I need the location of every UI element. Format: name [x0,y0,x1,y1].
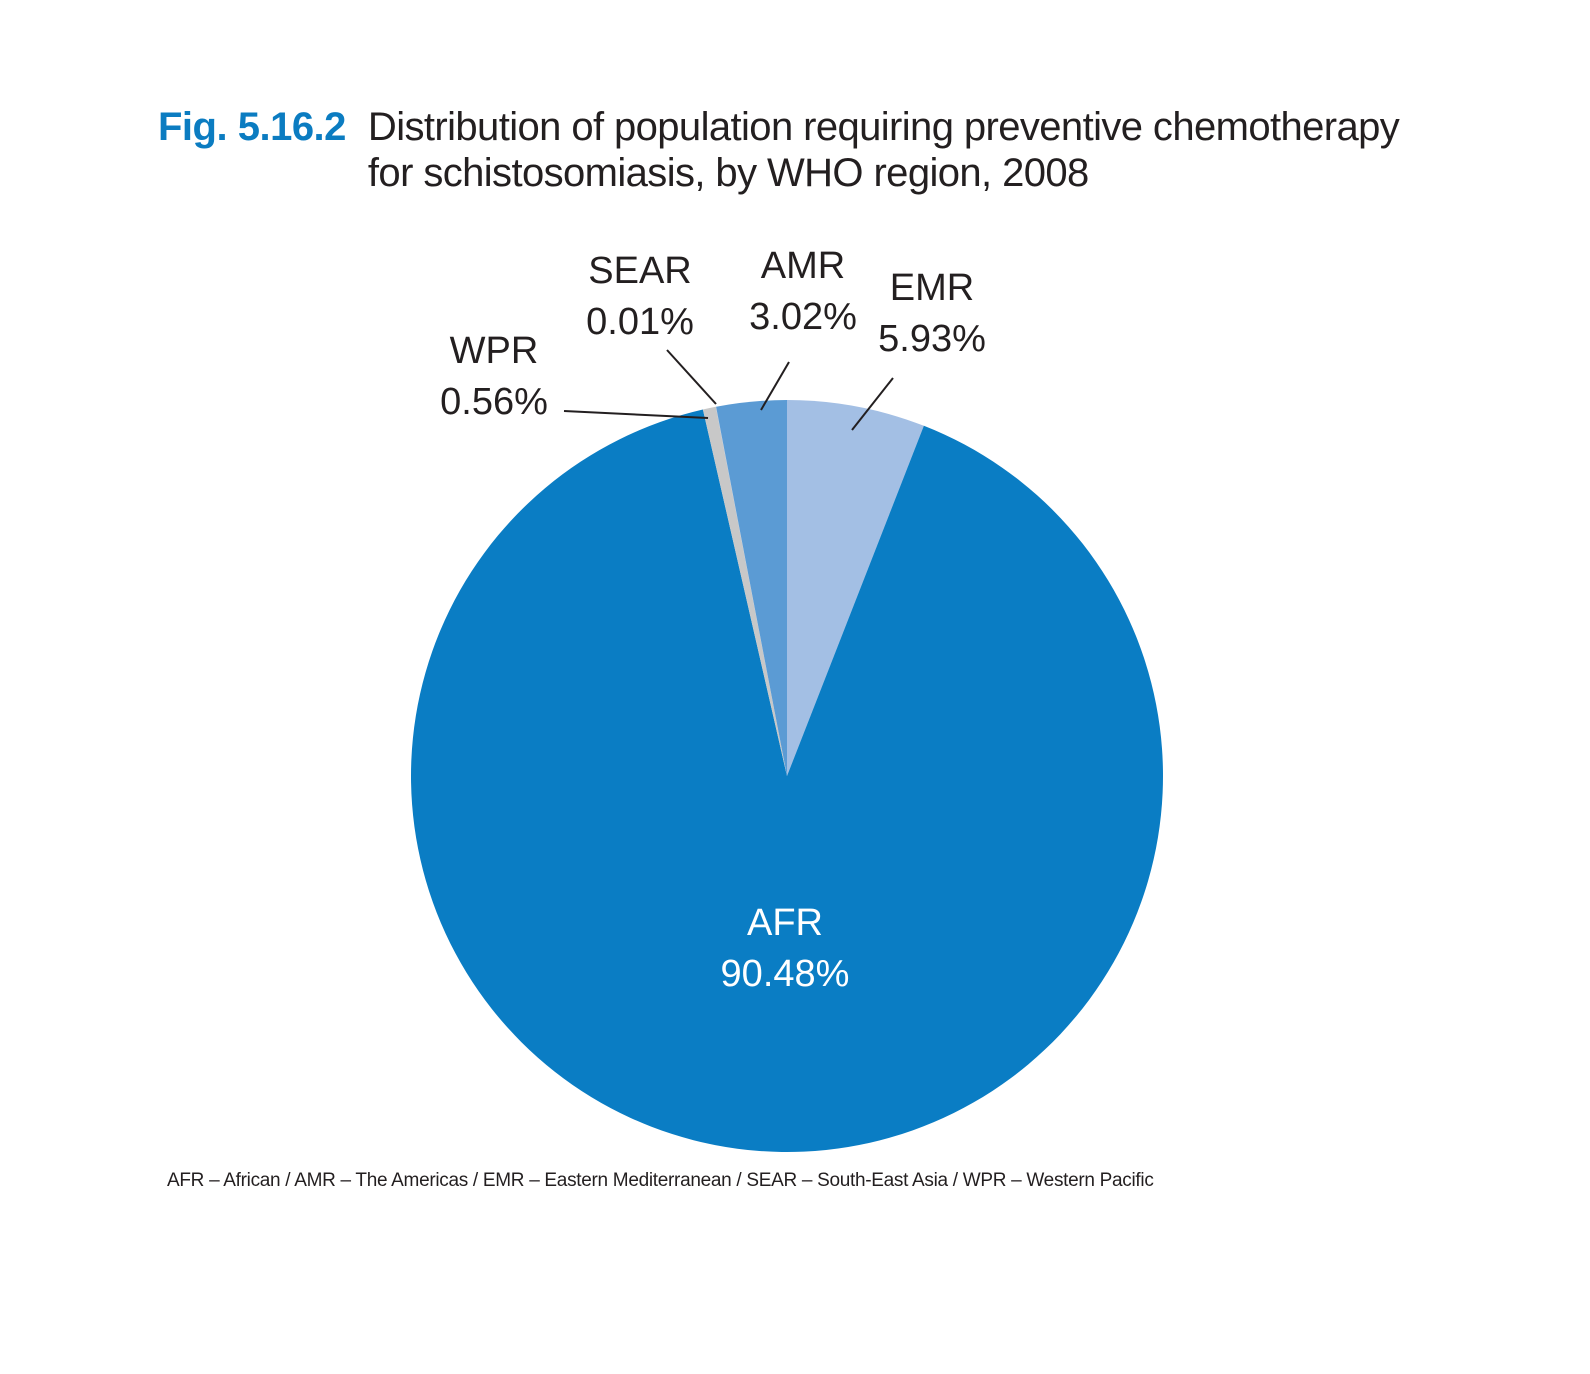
leader-line-sear [666,349,717,405]
slice-value-wpr: 0.56% [440,381,548,423]
slice-value-amr: 3.02% [749,296,857,338]
pie-slices [411,400,1163,1152]
leader-line-amr [760,361,790,411]
figure-title: Distribution of population requiring pre… [367,105,1400,195]
leader-line-emr [851,377,894,431]
slice-label-wpr: WPR [450,330,539,372]
leader-line-wpr [563,410,709,419]
pie-slice-wpr [702,406,787,776]
slice-value-sear: 0.01% [586,301,694,343]
leader-lines [563,349,894,431]
slice-value-emr: 5.93% [878,318,986,360]
figure-title-block: Fig. 5.16.2 Distribution of population r… [158,104,1428,196]
slice-label-sear: SEAR [588,250,691,292]
slice-label-amr: AMR [761,245,845,287]
figure-label: Fig. 5.16.2 [158,105,346,149]
slice-labels: EMR 5.93% AFR 90.48% WPR 0.56% SEAR 0.01% AMR 3.0… [440,245,986,995]
pie-slice-amr [716,400,787,776]
pie-slice-sear [715,406,787,776]
pie-slice-emr [787,400,924,776]
slice-value-afr: 90.48% [721,953,850,995]
slice-label-emr: EMR [890,267,974,309]
slice-label-afr: AFR [747,902,823,944]
pie-slice-afr [411,409,1163,1152]
region-abbreviations-footnote: AFR – African / AMR – The Americas / EMR… [167,1170,1154,1191]
